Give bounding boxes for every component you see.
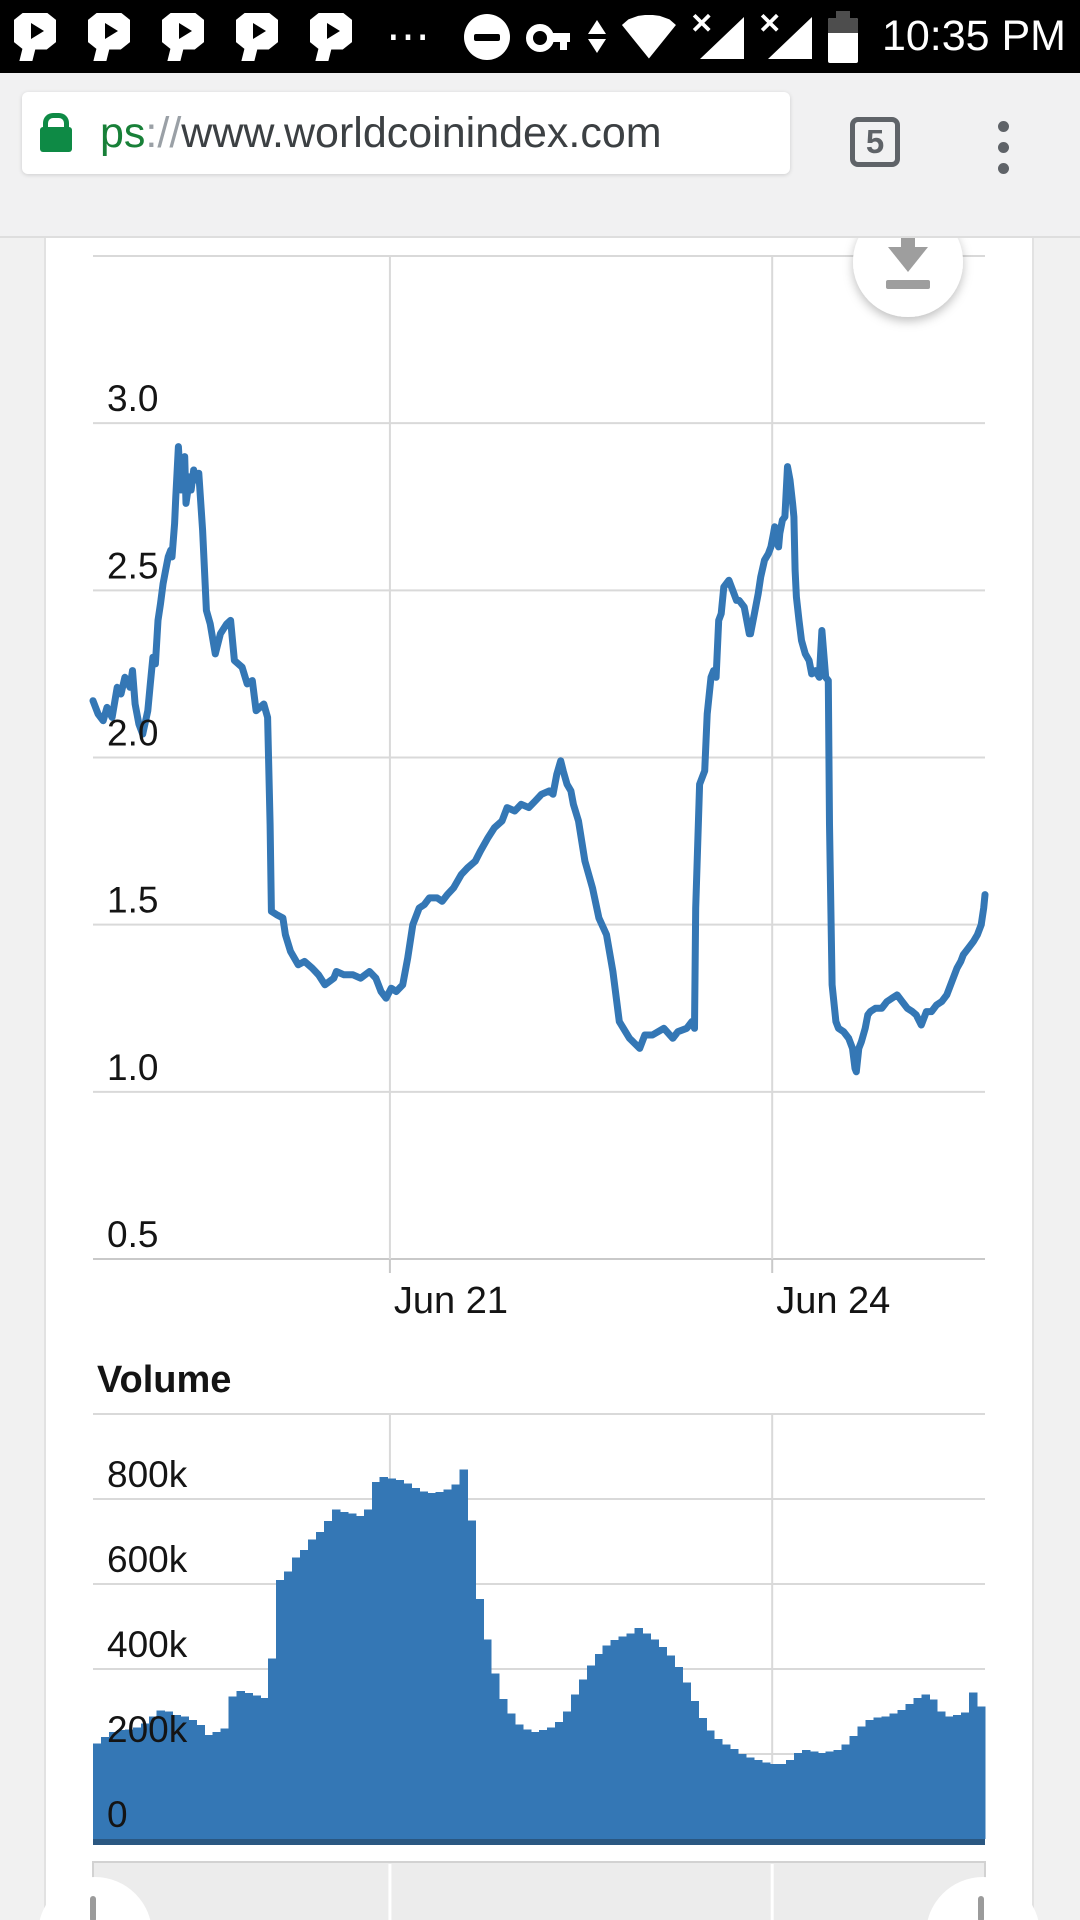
volume-y-tick-label: 400k: [107, 1624, 188, 1665]
traffic-arrows-icon: [587, 20, 606, 53]
price-y-tick-label: 0.5: [107, 1214, 158, 1255]
p-badge-icon: [310, 12, 352, 61]
price-y-tick-label: 1.5: [107, 880, 158, 921]
price-y-tick-label: 2.0: [107, 713, 158, 754]
kebab-menu-icon[interactable]: [982, 109, 1024, 185]
content-card: [45, 238, 1033, 1920]
p-badge-icon: [236, 12, 278, 61]
download-icon: [886, 238, 930, 289]
price-line: [89, 443, 989, 1076]
volume-title: Volume: [97, 1359, 231, 1401]
price-y-tick-label: 1.0: [107, 1047, 158, 1088]
price-y-tick-label: 3.0: [107, 378, 158, 419]
p-badge-icon: [162, 12, 204, 61]
webpage-charts: 3.0 2.5 2.0 1.5 1.0 0.5 Jun 21 Jun 24 Volume 800k…: [0, 238, 1080, 1920]
volume-chart: Volume 800k 600k 400k 200k 0: [93, 1359, 986, 1845]
url-separator: ://: [145, 108, 182, 157]
url-bar[interactable]: ps://www.worldcoinindex.com: [22, 92, 790, 174]
volume-y-tick-label: 200k: [107, 1709, 188, 1750]
volume-y-tick-label: 800k: [107, 1454, 188, 1495]
price-x-tick-label: Jun 24: [776, 1280, 890, 1322]
price-x-tick-label: Jun 21: [394, 1280, 508, 1322]
volume-y-tick-label: 0: [107, 1794, 128, 1835]
navigator-track[interactable]: [92, 1861, 986, 1920]
overflow-dots-icon: ⋯: [386, 12, 430, 61]
url-text[interactable]: ps://www.worldcoinindex.com: [100, 109, 662, 158]
tab-switcher-button[interactable]: 5: [850, 117, 900, 167]
browser-toolbar: ps://www.worldcoinindex.com 5: [0, 73, 1080, 238]
download-button[interactable]: [853, 238, 963, 317]
url-scheme: ps: [100, 108, 146, 157]
system-status-icons: ✕ ✕ 10:35 PM: [525, 8, 1066, 63]
price-chart: 3.0 2.5 2.0 1.5 1.0 0.5 Jun 21 Jun 24: [89, 255, 989, 1322]
chart-navigator[interactable]: [38, 1861, 1040, 1920]
p-badge-icon: [88, 12, 130, 61]
volume-axis-line: [93, 1839, 985, 1845]
p-badge-icon: [14, 12, 56, 61]
battery-icon: [827, 10, 858, 63]
price-y-tick-label: 2.5: [107, 545, 158, 586]
status-bar: ⋯ ✕ ✕ 10:35 PM: [0, 0, 1080, 73]
tab-count: 5: [865, 123, 885, 160]
no-sim-signal-icon: ✕: [758, 8, 812, 61]
do-not-disturb-icon: [464, 13, 510, 60]
clock-time: 10:35 PM: [881, 12, 1066, 60]
volume-bars: [93, 1469, 986, 1840]
secure-lock-icon[interactable]: [40, 112, 72, 152]
volume-y-tick-label: 600k: [107, 1539, 188, 1580]
notification-icons: ⋯: [14, 0, 510, 73]
key-icon: [525, 23, 572, 52]
no-sim-signal-icon: ✕: [690, 8, 744, 61]
url-host: www.worldcoinindex.com: [181, 108, 662, 157]
left-handle-grip-icon[interactable]: [90, 1896, 96, 1920]
wifi-icon: [621, 14, 676, 59]
right-handle-grip-icon[interactable]: [978, 1896, 984, 1920]
